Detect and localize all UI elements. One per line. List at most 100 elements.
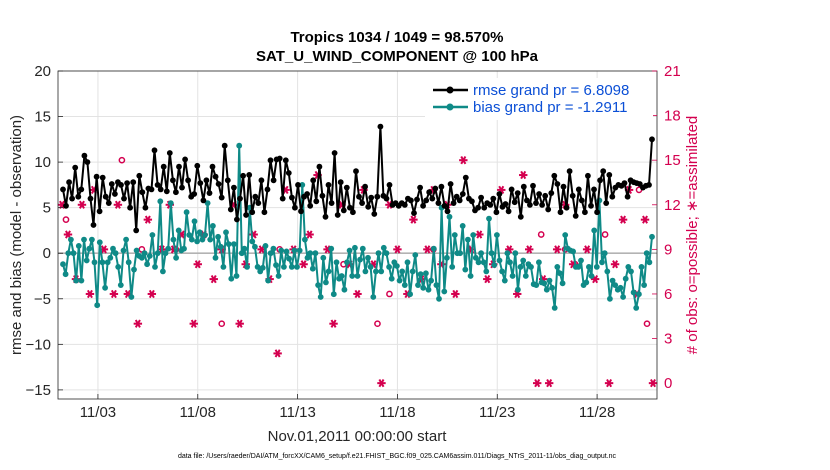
bias-point: [173, 254, 180, 261]
bias-point: [231, 241, 237, 248]
bias-point: [622, 275, 629, 282]
x-axis-label: Nov.01,2011 00:00:00 start: [268, 428, 448, 445]
bias-point: [78, 277, 85, 284]
rmse-point: [343, 184, 350, 191]
bias-point: [501, 277, 508, 284]
rmse-point: [462, 174, 469, 181]
bias-point: [599, 259, 605, 266]
bias-point: [273, 262, 279, 268]
rmse-point: [401, 202, 408, 208]
bias-point: [428, 277, 434, 284]
bias-point: [407, 291, 413, 298]
bias-point: [131, 266, 137, 273]
rmse-point: [411, 210, 417, 217]
bias-point: [349, 273, 356, 279]
rmse-point: [383, 195, 390, 202]
obs-assimilated-marker: [604, 379, 614, 388]
bias-point: [475, 259, 482, 266]
y2-tick-label: 21: [664, 63, 681, 80]
rmse-point: [575, 186, 582, 193]
legend-rmse-marker: [446, 86, 454, 94]
bias-point: [125, 259, 132, 266]
bias-point: [370, 294, 377, 300]
rmse-point: [414, 196, 420, 203]
rmse-point: [594, 209, 600, 216]
rmse-point: [310, 177, 317, 184]
obs-assimilated-marker: [143, 215, 153, 224]
rmse-point: [359, 200, 365, 207]
rmse-point: [331, 150, 338, 156]
rmse-point: [578, 197, 585, 204]
rmse-point: [215, 181, 222, 187]
rmse-point: [365, 203, 372, 210]
rmse-point: [420, 202, 426, 209]
rmse-point: [371, 211, 378, 217]
rmse-point: [533, 200, 539, 207]
bias-point: [638, 264, 645, 270]
rmse-point: [530, 182, 536, 189]
bias-point: [62, 271, 69, 278]
rmse-point: [374, 193, 381, 200]
bias-series: [60, 142, 655, 311]
bias-point: [117, 282, 124, 288]
bias-point: [175, 227, 182, 234]
rmse-point: [279, 195, 286, 202]
bias-point: [559, 280, 566, 287]
rmse-point: [496, 191, 503, 197]
rmse-point: [179, 184, 185, 191]
rmse-point: [597, 177, 603, 184]
bias-point: [465, 236, 471, 243]
bias-point: [467, 273, 474, 279]
bias-point: [217, 243, 224, 250]
obs-assimilated-marker: [273, 349, 282, 358]
bias-point: [107, 254, 114, 261]
rmse-point: [246, 172, 253, 178]
rmse-point: [548, 190, 555, 197]
bias-point: [238, 250, 245, 257]
bias-point: [630, 289, 637, 296]
rmse-point: [118, 182, 124, 188]
bias-point: [91, 259, 98, 266]
bias-point: [152, 264, 158, 270]
y2-tick-label: 15: [664, 152, 681, 169]
bias-point: [233, 273, 240, 279]
bias-point: [354, 273, 361, 279]
rmse-point: [441, 202, 448, 209]
bias-point: [365, 254, 371, 261]
bias-point: [451, 232, 458, 238]
rmse-point: [585, 172, 591, 179]
rmse-point: [582, 209, 588, 216]
rmse-point: [624, 193, 631, 200]
obs-possible-marker: [643, 320, 651, 328]
bias-point: [604, 268, 611, 275]
bias-point: [601, 250, 608, 257]
rmse-point: [337, 179, 344, 186]
rmse-point: [588, 202, 594, 209]
rmse-point: [508, 186, 515, 193]
rmse-point: [450, 200, 457, 207]
plot-frame: [57, 70, 658, 400]
rmse-point: [386, 182, 393, 188]
bias-point: [480, 259, 487, 266]
rmse-point: [87, 195, 94, 202]
x-tick-label: 11/28: [579, 404, 615, 421]
rmse-point: [154, 182, 161, 188]
bias-point: [112, 250, 119, 257]
bias-point: [165, 245, 172, 252]
rmse-point: [646, 182, 652, 188]
bias-point: [144, 261, 151, 268]
rmse-point: [139, 189, 146, 196]
obs-possible-marker: [537, 231, 545, 238]
rmse-point: [456, 197, 463, 204]
bias-point: [444, 254, 450, 261]
rmse-point: [563, 204, 570, 211]
bias-point: [262, 243, 269, 249]
rmse-point: [203, 177, 210, 184]
rmse-point: [206, 190, 213, 197]
obs-possible-marker: [118, 156, 126, 164]
bias-point: [283, 248, 290, 255]
rmse-point: [160, 163, 167, 170]
rmse-point: [319, 192, 326, 199]
bias-point: [367, 264, 374, 270]
